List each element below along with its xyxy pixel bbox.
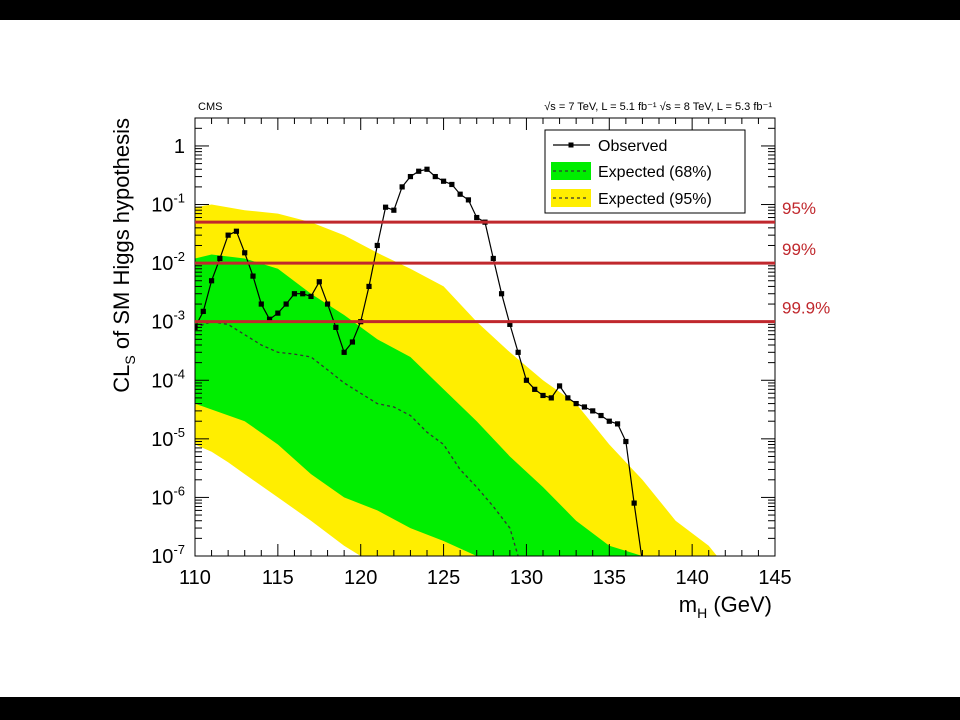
observed-point xyxy=(258,301,264,307)
y-tick-label: 10-2 xyxy=(151,249,185,275)
observed-point xyxy=(432,173,438,180)
experiment-label: CMS xyxy=(198,101,222,113)
observed-point xyxy=(324,301,331,307)
y-axis-label: CLS of SM Higgs hypothesis xyxy=(109,118,138,393)
observed-point xyxy=(208,278,215,284)
bottom-black-bar xyxy=(0,697,960,720)
observed-point xyxy=(407,173,414,180)
legend-observed-marker xyxy=(568,142,574,148)
observed-point xyxy=(382,204,389,210)
observed-point xyxy=(465,197,472,203)
observed-point xyxy=(233,228,240,234)
observed-point xyxy=(523,377,530,383)
observed-point xyxy=(490,255,496,262)
observed-point xyxy=(614,421,621,427)
plot-frame xyxy=(194,117,776,557)
observed-point xyxy=(416,168,422,174)
observed-point xyxy=(266,316,273,322)
legend-label-68: Expected (68%) xyxy=(598,164,712,181)
observed-point xyxy=(275,310,281,316)
observed-point xyxy=(291,291,298,297)
y-tick-label: 10-1 xyxy=(151,191,185,217)
observed-point xyxy=(250,273,256,279)
observed-point xyxy=(507,321,513,327)
y-tick-label: 10-3 xyxy=(151,308,185,334)
observed-point xyxy=(498,291,505,297)
y-tick-label: 1 xyxy=(174,136,185,158)
observed-point xyxy=(606,418,612,424)
observed-point xyxy=(200,308,206,314)
cl-label: 99.9% xyxy=(782,299,830,318)
observed-point xyxy=(540,392,546,399)
observed-point xyxy=(556,383,563,389)
observed-point xyxy=(225,232,231,238)
observed-point xyxy=(457,191,463,197)
observed-point xyxy=(333,324,339,330)
observed-point xyxy=(366,283,372,290)
observed-point xyxy=(341,349,347,355)
band-expected-68 xyxy=(195,254,643,556)
observed-point xyxy=(515,349,521,355)
observed-point xyxy=(440,178,447,184)
cl-label: 99% xyxy=(782,240,816,259)
observed-point xyxy=(349,339,356,345)
observed-point xyxy=(548,395,554,401)
expected-median-line xyxy=(195,321,519,556)
observed-point xyxy=(399,184,405,190)
legend-label-95: Expected (95%) xyxy=(598,191,712,208)
x-tick-label: 115 xyxy=(262,567,294,589)
observed-point xyxy=(391,207,397,213)
x-axis-label: mH (GeV) xyxy=(679,592,772,621)
observed-point xyxy=(598,412,604,419)
x-tick-label: 110 xyxy=(179,567,211,589)
observed-point xyxy=(300,291,306,297)
observed-point xyxy=(424,166,430,172)
energy-lumi-label: √s = 7 TeV, L = 5.1 fb⁻¹ √s = 8 TeV, L =… xyxy=(544,101,772,113)
observed-point xyxy=(316,279,322,285)
legend-label-observed: Observed xyxy=(598,138,667,155)
observed-point xyxy=(195,324,198,330)
observed-point xyxy=(374,242,380,249)
y-tick-label: 10-6 xyxy=(151,483,185,509)
observed-point xyxy=(590,408,596,414)
observed-point xyxy=(242,250,248,256)
x-tick-label: 125 xyxy=(427,567,460,589)
observed-point xyxy=(631,500,637,506)
observed-point xyxy=(308,293,314,300)
y-tick-label: 10-5 xyxy=(151,425,185,451)
observed-point xyxy=(573,400,579,407)
observed-point xyxy=(581,404,588,410)
observed-point xyxy=(283,301,289,307)
x-tick-label: 145 xyxy=(758,567,791,589)
x-tick-label: 120 xyxy=(344,567,377,589)
observed-point xyxy=(217,255,223,262)
x-tick-label: 130 xyxy=(510,567,543,589)
cl-label: 95% xyxy=(782,199,816,218)
x-tick-label: 140 xyxy=(675,567,708,589)
y-tick-label: 10-4 xyxy=(151,366,185,392)
observed-point xyxy=(449,181,455,188)
observed-point xyxy=(623,438,629,445)
observed-point xyxy=(532,386,538,392)
observed-point xyxy=(474,214,480,221)
top-black-bar xyxy=(0,0,960,20)
legend: Observed Expected (68%) Expected (95%) xyxy=(544,129,746,214)
x-tick-label: 135 xyxy=(593,567,626,589)
y-tick-label: 10-7 xyxy=(151,542,185,568)
observed-point xyxy=(565,395,571,401)
